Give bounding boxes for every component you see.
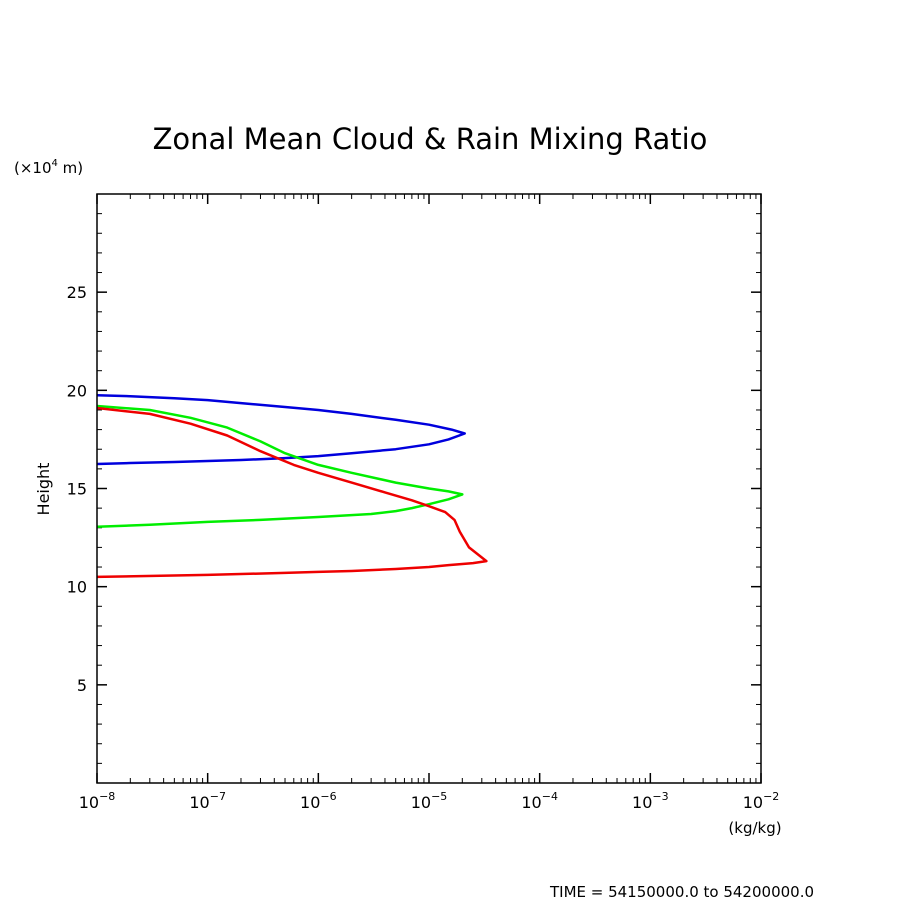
x-tick-label-base: 10 (632, 793, 652, 812)
x-tick-labels: 10−8 10−7 10−6 10−5 10−4 10−3 10−2 (79, 790, 780, 812)
x-tick-label-base: 10 (300, 793, 320, 812)
x-tick-label: 10−5 (411, 790, 448, 812)
y-tick-label: 5 (77, 676, 87, 695)
series-line-3 (96, 406, 488, 579)
x-tick-label: 10−6 (300, 790, 337, 812)
y-tick-labels: 5 10 15 20 25 (67, 283, 87, 695)
x-tick-label-exponent: −8 (99, 790, 115, 803)
y-tick-label: 10 (67, 578, 87, 597)
x-tick-label-base: 10 (79, 793, 99, 812)
minor-ticks (97, 194, 761, 783)
x-axis-unit: (kg/kg) (728, 819, 781, 837)
x-tick-label: 10−4 (521, 790, 558, 812)
x-tick-label-exponent: −4 (542, 790, 558, 803)
x-tick-label-base: 10 (521, 793, 541, 812)
x-tick-label-exponent: −6 (320, 790, 336, 803)
plot-frame (96, 193, 762, 784)
x-tick-label-base: 10 (189, 793, 209, 812)
x-tick-label-exponent: −2 (763, 790, 779, 803)
x-tick-label-base: 10 (411, 793, 431, 812)
series-lines (96, 393, 488, 579)
x-tick-label-exponent: −7 (210, 790, 226, 803)
x-tick-label-exponent: −5 (431, 790, 447, 803)
y-axis-unit-exponent: 4 (52, 158, 58, 169)
x-tick-label: 10−2 (743, 790, 780, 812)
x-tick-label-exponent: −3 (652, 790, 668, 803)
y-axis-unit: (×104 m) (14, 158, 83, 177)
y-tick-label: 20 (67, 381, 87, 400)
y-axis-label: Height (34, 463, 53, 516)
x-tick-label-base: 10 (743, 793, 763, 812)
x-tick-label: 10−7 (189, 790, 226, 812)
series-line-1 (96, 393, 466, 466)
x-tick-label: 10−3 (632, 790, 669, 812)
x-tick-label: 10−8 (79, 790, 116, 812)
y-axis-unit-suffix: m) (58, 159, 83, 177)
y-tick-label: 15 (67, 480, 87, 499)
y-tick-label: 25 (67, 283, 87, 302)
series-line-2 (96, 404, 464, 529)
footer-time-range: TIME = 54150000.0 to 54200000.0 (549, 883, 814, 901)
chart-title: Zonal Mean Cloud & Rain Mixing Ratio (153, 122, 708, 156)
y-axis-unit-prefix: (×10 (14, 159, 52, 177)
